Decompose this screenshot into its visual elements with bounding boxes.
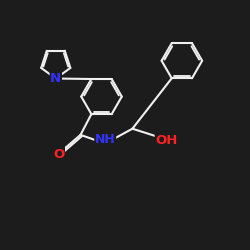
Text: NH: NH (95, 132, 116, 145)
Text: OH: OH (155, 134, 178, 147)
Text: N: N (50, 72, 61, 85)
Text: O: O (53, 148, 64, 161)
